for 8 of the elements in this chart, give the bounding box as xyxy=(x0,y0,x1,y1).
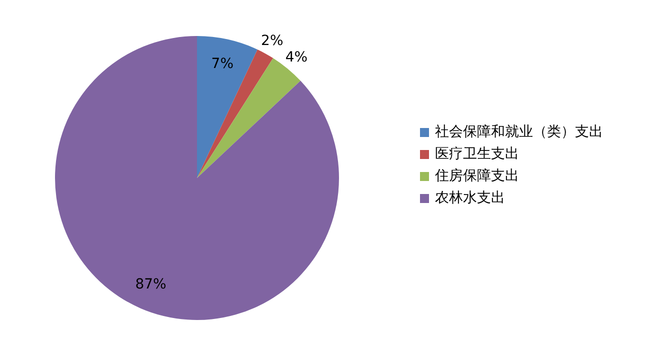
data-label: 7% xyxy=(211,56,234,72)
data-label: 2% xyxy=(261,32,284,49)
data-label: 4% xyxy=(285,49,308,66)
legend-label: 社会保障和就业（类）支出 xyxy=(435,123,603,141)
data-label: 87% xyxy=(135,276,166,293)
legend-label: 医疗卫生支出 xyxy=(435,145,519,163)
legend-label: 住房保障支出 xyxy=(435,167,519,185)
legend-label: 农林水支出 xyxy=(435,189,505,207)
